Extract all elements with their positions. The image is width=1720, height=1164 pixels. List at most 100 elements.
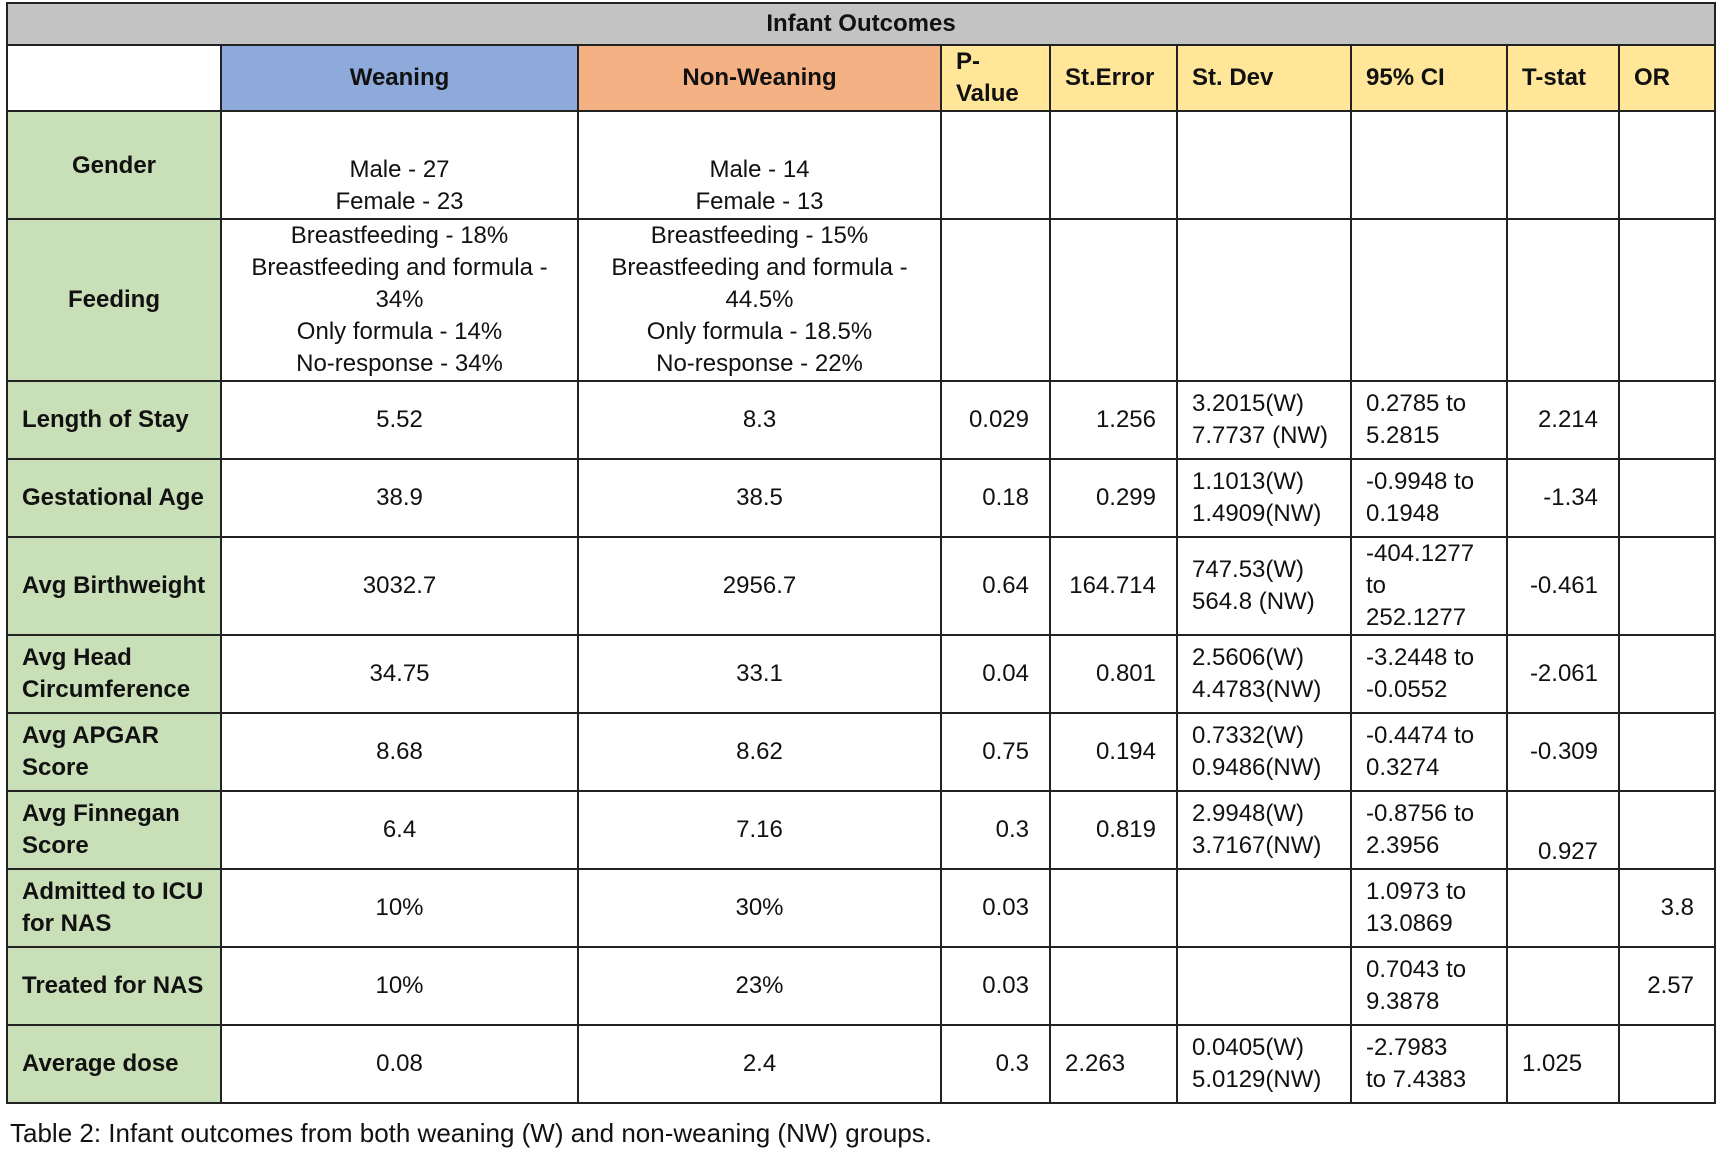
table-row-average-dose: Average dose 0.08 2.4 0.3 2.263 0.0405(W… [6, 1024, 1716, 1104]
cell-treated-nas-non-weaning: 23% [577, 946, 942, 1026]
row-label-avg-finnegan: Avg Finnegan Score [6, 790, 222, 870]
row-label-gestational-age: Gestational Age [6, 458, 222, 538]
header-95-ci: 95% CI [1350, 44, 1508, 112]
cell-avg-finnegan-st-dev: 2.9948(W) 3.7167(NW) [1176, 790, 1352, 870]
cell-gender-or [1618, 110, 1716, 220]
cell-avg-birthweight-non-weaning: 2956.7 [577, 536, 942, 636]
row-label-avg-apgar: Avg APGAR Score [6, 712, 222, 792]
row-label-admitted-icu: Admitted to ICU for NAS [6, 868, 222, 948]
row-label-length-of-stay: Length of Stay [6, 380, 222, 460]
row-label-gender: Gender [6, 110, 222, 220]
cell-treated-nas-t-stat [1506, 946, 1620, 1026]
cell-avg-birthweight-ci: -404.1277 to 252.1277 [1350, 536, 1508, 636]
cell-admitted-icu-t-stat [1506, 868, 1620, 948]
table-row-admitted-icu: Admitted to ICU for NAS 10% 30% 0.03 1.0… [6, 868, 1716, 948]
cell-avg-head-circumference-non-weaning: 33.1 [577, 634, 942, 714]
cell-admitted-icu-ci: 1.0973 to 13.0869 [1350, 868, 1508, 948]
header-or: OR [1618, 44, 1716, 112]
cell-length-of-stay-or [1618, 380, 1716, 460]
cell-avg-birthweight-st-error: 164.714 [1049, 536, 1178, 636]
cell-average-dose-ci: -2.7983 to 7.4383 [1350, 1024, 1508, 1104]
table-row-gestational-age: Gestational Age 38.9 38.5 0.18 0.299 1.1… [6, 458, 1716, 538]
cell-length-of-stay-ci: 0.2785 to 5.2815 [1350, 380, 1508, 460]
cell-gestational-age-st-error: 0.299 [1049, 458, 1178, 538]
document: Infant Outcomes Weaning Non-Weaning P- V… [6, 2, 1716, 1104]
title-row: Infant Outcomes [6, 2, 1716, 46]
cell-treated-nas-ci: 0.7043 to 9.3878 [1350, 946, 1508, 1026]
cell-gender-p-value [940, 110, 1051, 220]
table-row-length-of-stay: Length of Stay 5.52 8.3 0.029 1.256 3.20… [6, 380, 1716, 460]
cell-avg-birthweight-st-dev: 747.53(W) 564.8 (NW) [1176, 536, 1352, 636]
cell-length-of-stay-st-dev: 3.2015(W) 7.7737 (NW) [1176, 380, 1352, 460]
cell-avg-head-circumference-st-error: 0.801 [1049, 634, 1178, 714]
cell-admitted-icu-st-dev [1176, 868, 1352, 948]
cell-length-of-stay-non-weaning: 8.3 [577, 380, 942, 460]
row-label-feeding: Feeding [6, 218, 222, 382]
cell-avg-apgar-p-value: 0.75 [940, 712, 1051, 792]
cell-length-of-stay-p-value: 0.029 [940, 380, 1051, 460]
cell-gender-ci [1350, 110, 1508, 220]
cell-avg-finnegan-weaning: 6.4 [220, 790, 579, 870]
header-non-weaning: Non-Weaning [577, 44, 942, 112]
table-row-feeding: Feeding Breastfeeding - 18% Breastfeedin… [6, 218, 1716, 382]
header-st-dev: St. Dev [1176, 44, 1352, 112]
row-label-average-dose: Average dose [6, 1024, 222, 1104]
cell-length-of-stay-t-stat: 2.214 [1506, 380, 1620, 460]
cell-feeding-weaning: Breastfeeding - 18% Breastfeeding and fo… [220, 218, 579, 382]
cell-admitted-icu-or: 3.8 [1618, 868, 1716, 948]
cell-avg-finnegan-st-error: 0.819 [1049, 790, 1178, 870]
cell-avg-finnegan-t-stat: 0.927 [1506, 790, 1620, 870]
cell-admitted-icu-p-value: 0.03 [940, 868, 1051, 948]
cell-average-dose-st-error: 2.263 [1049, 1024, 1178, 1104]
cell-avg-finnegan-or [1618, 790, 1716, 870]
cell-gender-non-weaning: Male - 14 Female - 13 [577, 110, 942, 220]
table-row-gender: Gender Male - 27 Female - 23 Male - 14 F… [6, 110, 1716, 220]
cell-gestational-age-t-stat: -1.34 [1506, 458, 1620, 538]
cell-gender-t-stat [1506, 110, 1620, 220]
cell-gender-st-dev [1176, 110, 1352, 220]
cell-gestational-age-or [1618, 458, 1716, 538]
cell-avg-apgar-ci: -0.4474 to 0.3274 [1350, 712, 1508, 792]
header-p-value: P- Value [940, 44, 1051, 112]
cell-length-of-stay-weaning: 5.52 [220, 380, 579, 460]
cell-avg-apgar-st-error: 0.194 [1049, 712, 1178, 792]
cell-avg-birthweight-p-value: 0.64 [940, 536, 1051, 636]
cell-feeding-ci [1350, 218, 1508, 382]
cell-avg-finnegan-ci: -0.8756 to 2.3956 [1350, 790, 1508, 870]
cell-avg-apgar-t-stat: -0.309 [1506, 712, 1620, 792]
cell-admitted-icu-st-error [1049, 868, 1178, 948]
row-label-treated-nas: Treated for NAS [6, 946, 222, 1026]
cell-avg-birthweight-weaning: 3032.7 [220, 536, 579, 636]
header-t-stat: T-stat [1506, 44, 1620, 112]
cell-avg-finnegan-non-weaning: 7.16 [577, 790, 942, 870]
cell-average-dose-t-stat: 1.025 [1506, 1024, 1620, 1104]
cell-feeding-st-dev [1176, 218, 1352, 382]
cell-avg-apgar-non-weaning: 8.62 [577, 712, 942, 792]
cell-gender-weaning: Male - 27 Female - 23 [220, 110, 579, 220]
cell-average-dose-weaning: 0.08 [220, 1024, 579, 1104]
table-row-avg-finnegan: Avg Finnegan Score 6.4 7.16 0.3 0.819 2.… [6, 790, 1716, 870]
cell-avg-birthweight-t-stat: -0.461 [1506, 536, 1620, 636]
cell-length-of-stay-st-error: 1.256 [1049, 380, 1178, 460]
cell-feeding-t-stat [1506, 218, 1620, 382]
cell-admitted-icu-weaning: 10% [220, 868, 579, 948]
cell-avg-head-circumference-or [1618, 634, 1716, 714]
cell-feeding-p-value [940, 218, 1051, 382]
cell-average-dose-st-dev: 0.0405(W) 5.0129(NW) [1176, 1024, 1352, 1104]
cell-avg-head-circumference-weaning: 34.75 [220, 634, 579, 714]
row-label-avg-birthweight: Avg Birthweight [6, 536, 222, 636]
cell-average-dose-or [1618, 1024, 1716, 1104]
cell-gestational-age-p-value: 0.18 [940, 458, 1051, 538]
cell-avg-apgar-weaning: 8.68 [220, 712, 579, 792]
cell-gestational-age-weaning: 38.9 [220, 458, 579, 538]
cell-treated-nas-st-error [1049, 946, 1178, 1026]
cell-avg-finnegan-p-value: 0.3 [940, 790, 1051, 870]
cell-feeding-non-weaning: Breastfeeding - 15% Breastfeeding and fo… [577, 218, 942, 382]
cell-avg-apgar-or [1618, 712, 1716, 792]
cell-admitted-icu-non-weaning: 30% [577, 868, 942, 948]
table-row-treated-nas: Treated for NAS 10% 23% 0.03 0.7043 to 9… [6, 946, 1716, 1026]
table-title: Infant Outcomes [6, 2, 1716, 46]
cell-treated-nas-st-dev [1176, 946, 1352, 1026]
cell-avg-head-circumference-st-dev: 2.5606(W) 4.4783(NW) [1176, 634, 1352, 714]
cell-treated-nas-or: 2.57 [1618, 946, 1716, 1026]
